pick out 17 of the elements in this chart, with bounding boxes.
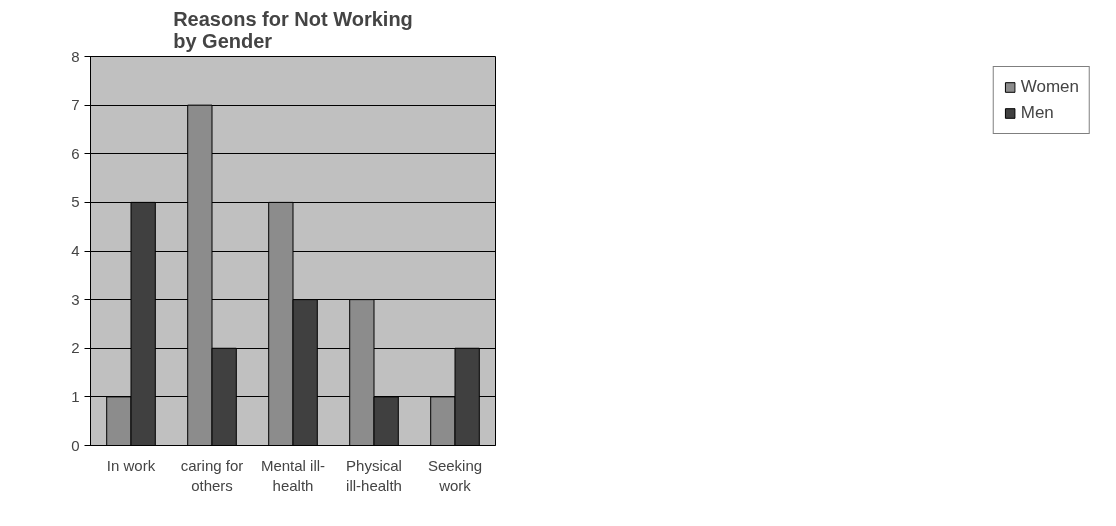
legend-label: Men [1020, 103, 1054, 123]
x-tick-label: Physical ill-health [346, 456, 402, 494]
y-tick-label: 0 [71, 436, 80, 454]
y-tick-label: 7 [71, 96, 80, 114]
x-tick-label: caring for others [180, 456, 244, 494]
y-tick-label: 6 [71, 144, 80, 162]
chart-title: Reasons for Not Working by Gender [173, 7, 413, 52]
x-tick-label: Seeking work [427, 456, 483, 494]
x-tick-label: In work [106, 456, 156, 474]
y-tick-label: 1 [71, 387, 80, 405]
y-tick-label: 4 [71, 242, 80, 259]
y-tick-label: 3 [71, 290, 80, 308]
y-tick-label: 8 [71, 47, 80, 65]
y-tick-label: 5 [71, 193, 80, 211]
x-tick-label: Mental ill-health [260, 456, 326, 494]
y-tick-label: 2 [71, 339, 80, 357]
legend-label: Women [1020, 77, 1079, 97]
